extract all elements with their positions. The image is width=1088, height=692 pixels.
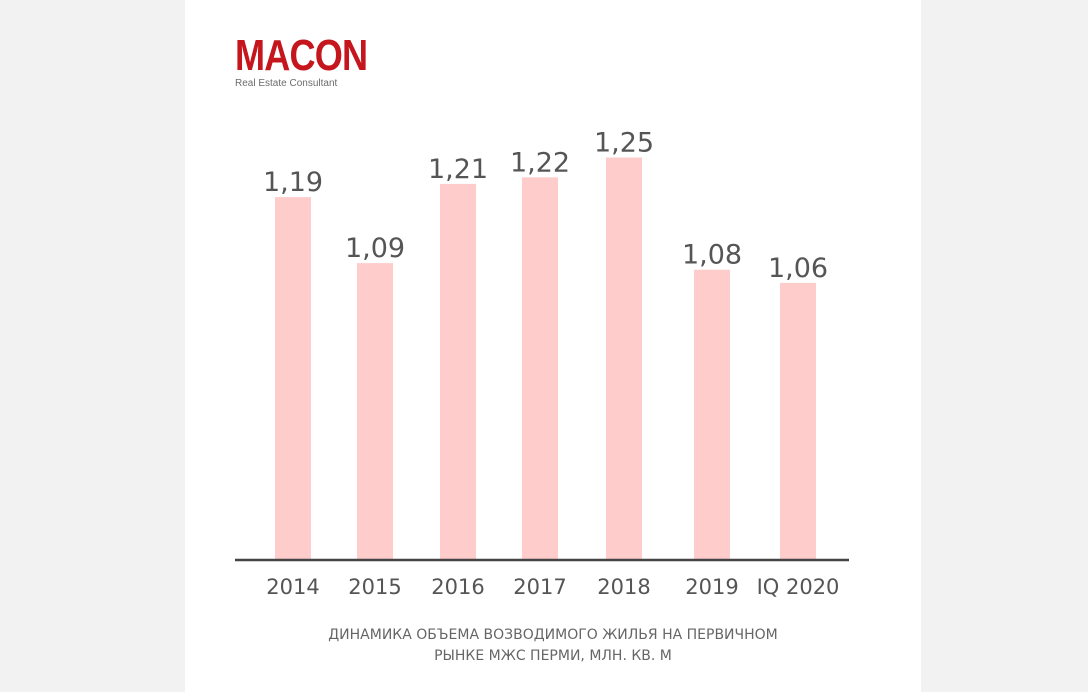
value-label: 1,22 [510, 147, 570, 178]
bar-2015 [357, 263, 393, 559]
bar-2014 [275, 197, 311, 559]
x-tick-label: 2018 [597, 575, 650, 599]
bar-iq-2020 [780, 282, 816, 559]
x-tick-label: 2017 [513, 575, 566, 599]
x-tick-label: 2016 [431, 575, 484, 599]
value-label: 1,06 [768, 253, 828, 284]
value-label: 1,25 [594, 128, 654, 159]
bar-2017 [522, 177, 558, 560]
bar-2018 [606, 157, 642, 559]
x-tick-label: 2019 [685, 575, 738, 599]
x-tick-label: IQ 2020 [757, 575, 840, 599]
caption-line-1: ДИНАМИКА ОБЪЕМА ВОЗВОДИМОГО ЖИЛЬЯ НА ПЕР… [328, 627, 778, 643]
chart-card: MACON Real Estate Consultant 1,19 2014 1,0… [185, 0, 921, 692]
value-label: 1,21 [428, 154, 488, 185]
bar-2016 [440, 183, 476, 559]
bar-2019 [694, 269, 730, 559]
value-label: 1,08 [682, 240, 742, 271]
brand-name: MACON [235, 31, 368, 80]
bar-chart: 1,19 2014 1,09 2015 1,21 2016 1,22 2017 1,25 2018… [235, 128, 849, 599]
brand-logo: MACON Real Estate Consultant [235, 31, 396, 90]
x-tick-label: 2015 [348, 575, 401, 599]
caption-line-2: РЫНКЕ МЖС ПЕРМИ, МЛН. КВ. М [434, 648, 672, 664]
brand-tagline: Real Estate Consultant [235, 78, 338, 89]
value-label: 1,09 [345, 233, 405, 264]
value-label: 1,19 [263, 167, 323, 198]
chart-caption: ДИНАМИКА ОБЪЕМА ВОЗВОДИМОГО ЖИЛЬЯ НА ПЕР… [225, 625, 881, 667]
x-tick-label: 2014 [266, 575, 319, 599]
